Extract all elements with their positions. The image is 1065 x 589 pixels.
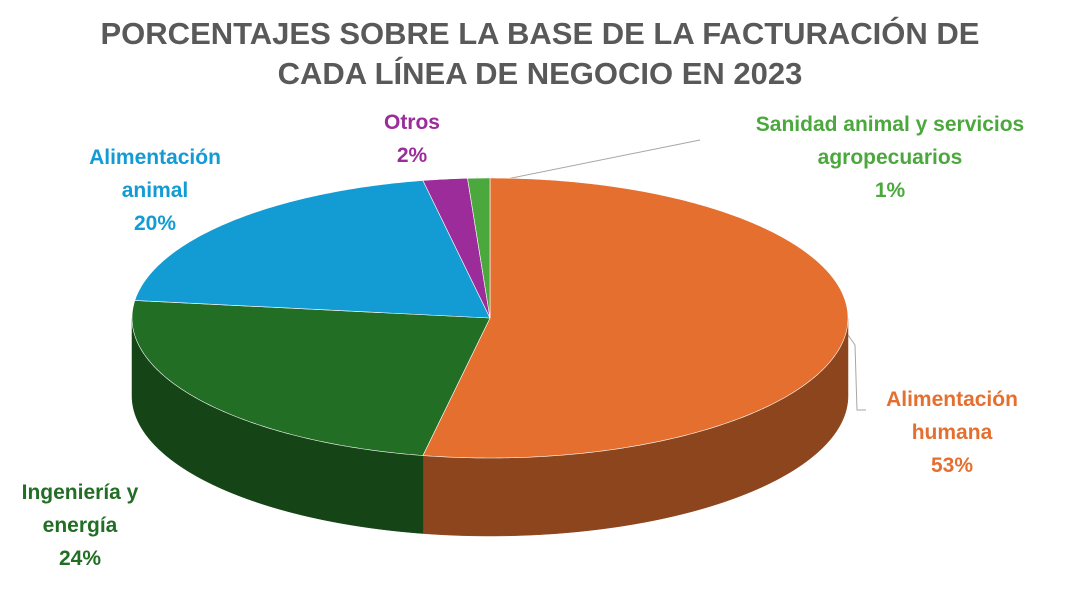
slice xyxy=(422,177,491,319)
category-label: Otros xyxy=(383,111,440,134)
category-label: Alimentación humana xyxy=(886,388,1018,444)
value-label: 53% xyxy=(930,454,974,477)
value-label: 1% xyxy=(874,179,906,202)
value-label: 20% xyxy=(133,212,177,235)
value-label: 24% xyxy=(58,547,102,570)
slice xyxy=(134,180,491,319)
slice xyxy=(131,300,491,456)
value-label: 2% xyxy=(396,144,428,167)
leader-line xyxy=(847,334,866,411)
data-label: Sanidad animal y servicios agropecuarios… xyxy=(715,108,1065,207)
leader-line xyxy=(486,139,701,184)
slice xyxy=(422,177,849,459)
data-label: Alimentación humana 53% xyxy=(857,383,1047,482)
data-label: Otros 2% xyxy=(362,106,462,172)
data-label: Alimentación animal 20% xyxy=(60,141,250,240)
slice xyxy=(467,177,491,319)
category-label: Alimentación animal xyxy=(89,146,221,202)
category-label: Sanidad animal y servicios agropecuarios xyxy=(755,113,1025,169)
category-label: Ingeniería y energía xyxy=(21,481,139,537)
tops xyxy=(131,177,849,459)
chart-title: PORCENTAJES SOBRE LA BASE DE LA FACTURAC… xyxy=(100,16,980,91)
data-label: Ingeniería y energía 24% xyxy=(5,476,155,575)
